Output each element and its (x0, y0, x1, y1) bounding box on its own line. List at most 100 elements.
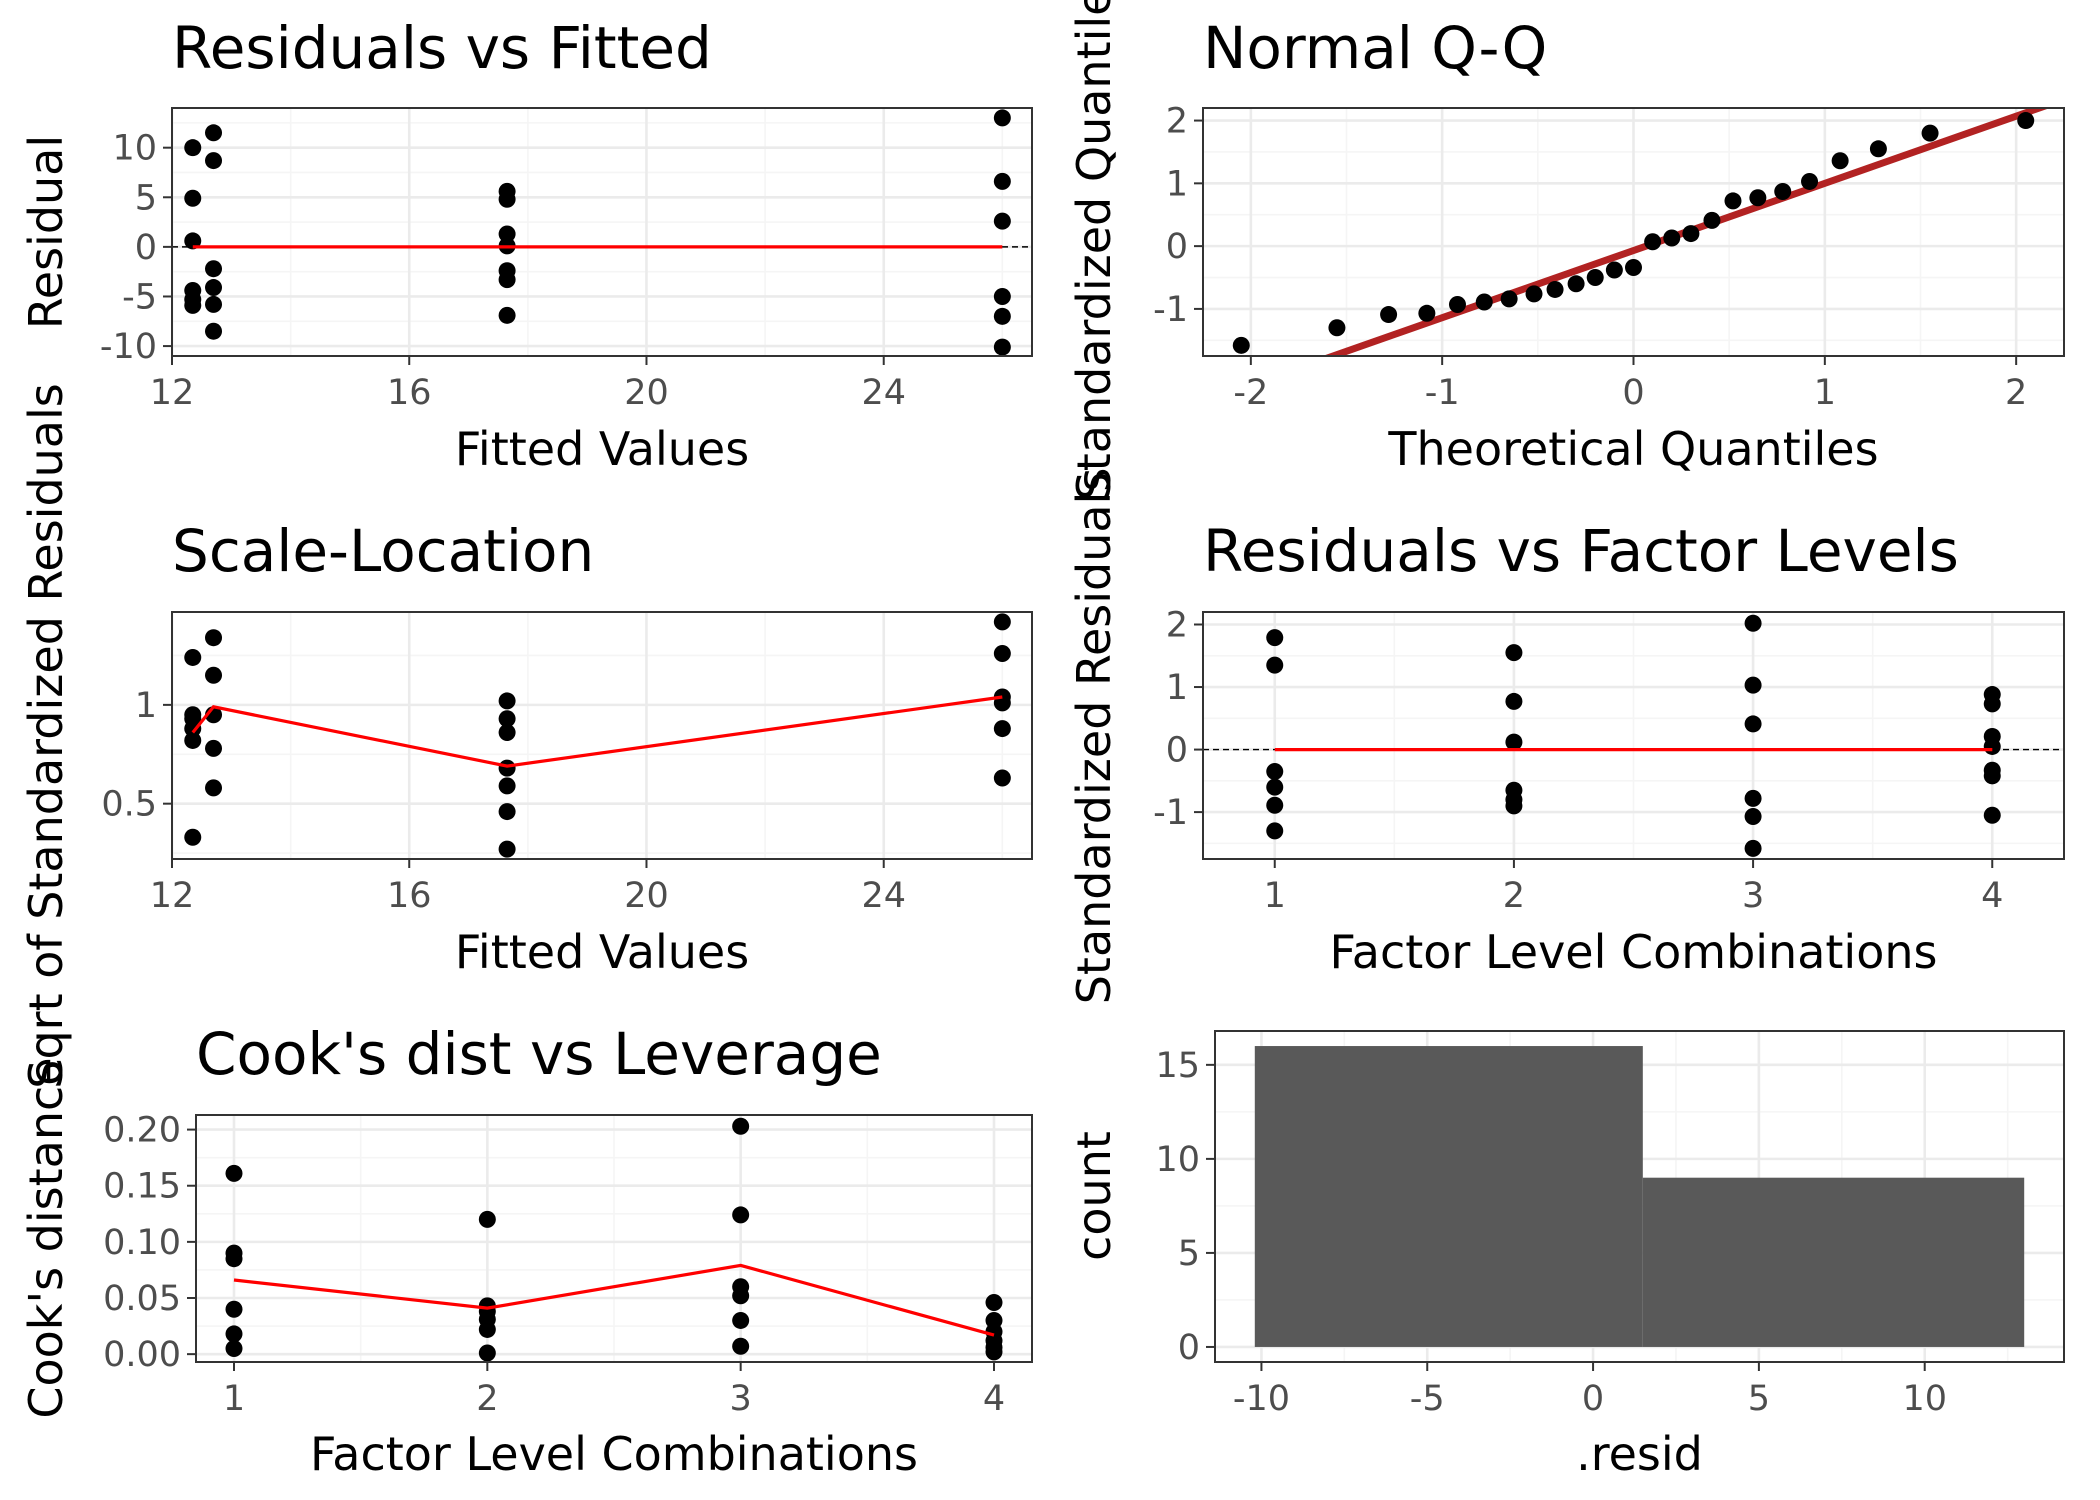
x-tick-label: 20 (624, 373, 669, 413)
x-tick-label: 24 (861, 373, 906, 413)
data-point (498, 840, 516, 858)
data-point (1266, 762, 1284, 780)
x-axis-label: .resid (1576, 1427, 1703, 1481)
y-tick-label: 0.20 (103, 1111, 181, 1151)
data-point (1749, 189, 1767, 207)
marks (1203, 614, 2064, 857)
x-tick-label: -5 (1410, 1379, 1445, 1419)
x-tick-label: -2 (1233, 373, 1268, 413)
y-tick-label: 15 (1155, 1046, 1200, 1086)
qq-reference-line (1322, 108, 2050, 356)
panel-title: Scale-Location (172, 517, 594, 585)
data-point (498, 724, 516, 742)
data-point (1505, 692, 1523, 710)
marks (184, 613, 1011, 858)
x-tick-label: 12 (150, 876, 195, 916)
data-point (184, 828, 202, 846)
data-point (732, 1337, 750, 1355)
y-axis-label: Cook's distance (19, 1057, 73, 1418)
data-point (184, 232, 202, 250)
data-point (1744, 715, 1762, 733)
data-point (225, 1164, 243, 1182)
y-tick-label: -1 (1153, 793, 1188, 833)
panel-6: -10 -5 0 5 10 15 10 5 0 .resid (1155, 1030, 2065, 1481)
y-tick-label: 0.10 (103, 1223, 181, 1263)
y-tick-label: 0.00 (103, 1335, 181, 1375)
data-point (498, 759, 516, 777)
data-point (225, 1250, 243, 1268)
data-point (1744, 614, 1762, 632)
data-point (1546, 280, 1564, 298)
data-point (1663, 229, 1681, 247)
data-point (1418, 304, 1436, 322)
panel-border (171, 107, 1033, 357)
data-point (1744, 839, 1762, 857)
data-point (205, 739, 223, 757)
panel-border (195, 1114, 1033, 1363)
data-point (1328, 319, 1346, 337)
data-point (498, 271, 516, 289)
gridlines (1203, 108, 2064, 356)
panel-border (171, 611, 1033, 860)
y-tick-label: -5 (122, 277, 157, 317)
x-tick-label: 10 (1902, 1379, 1947, 1419)
data-point (993, 212, 1011, 230)
data-point (225, 1340, 243, 1358)
panel-title: Normal Q-Q (1203, 14, 1547, 82)
data-point (205, 260, 223, 278)
data-point (1500, 290, 1518, 308)
data-point (1505, 644, 1523, 662)
data-point (184, 189, 202, 207)
data-point (1625, 258, 1642, 276)
marks (1254, 1046, 2025, 1347)
histogram-bar (1254, 1046, 1643, 1347)
data-point (184, 731, 202, 749)
data-point (1682, 225, 1700, 243)
x-tick-label: 2 (2005, 373, 2027, 413)
data-point (205, 322, 223, 340)
panel-title: Residuals vs Factor Levels (1203, 517, 1959, 585)
data-point (184, 296, 202, 314)
data-point (732, 1311, 750, 1329)
data-point (498, 692, 516, 710)
panel-3: 12 16 20 24 1 0.5 Scale-Location Fitted Values (101, 517, 1033, 979)
data-point (1266, 629, 1284, 647)
y-axis-label: count (1067, 1131, 1121, 1261)
x-tick-label: -1 (1425, 373, 1460, 413)
panel-title: Cook's dist vs Leverage (196, 1020, 882, 1088)
data-point (1869, 140, 1887, 158)
y-tick-label: 2 (1166, 606, 1188, 646)
x-tick-label: 0 (1582, 1379, 1604, 1419)
marks (1232, 108, 2050, 356)
data-point (993, 172, 1011, 190)
x-tick-label: 3 (1742, 876, 1764, 916)
data-point (1644, 233, 1662, 251)
y-tick-label: 2 (1166, 102, 1188, 142)
y-tick-label: 0 (1178, 1328, 1200, 1368)
data-point (184, 720, 202, 738)
y-tick-label: 1 (135, 686, 157, 726)
x-tick-label: 2 (1503, 876, 1525, 916)
plot-background (172, 612, 1032, 859)
data-point (1831, 152, 1849, 170)
data-point (1586, 269, 1604, 287)
data-point (1703, 211, 1721, 229)
data-point (478, 1344, 496, 1362)
panel-border (1202, 611, 2065, 860)
y-tick-label: 0 (1166, 227, 1188, 267)
data-point (1774, 183, 1792, 201)
data-point (478, 1320, 496, 1338)
data-point (1505, 797, 1523, 815)
y-tick-label: 1 (1166, 668, 1188, 708)
y-tick-label: 0 (135, 228, 157, 268)
data-point (498, 777, 516, 795)
data-point (1744, 789, 1762, 807)
plot-background (172, 108, 1032, 356)
x-axis-label: Fitted Values (455, 422, 749, 476)
y-tick-label: 10 (1155, 1140, 1200, 1180)
data-point (225, 1325, 243, 1343)
y-tick-label: -1 (1153, 290, 1188, 330)
x-tick-label: 4 (1981, 876, 2003, 916)
data-point (993, 769, 1011, 787)
